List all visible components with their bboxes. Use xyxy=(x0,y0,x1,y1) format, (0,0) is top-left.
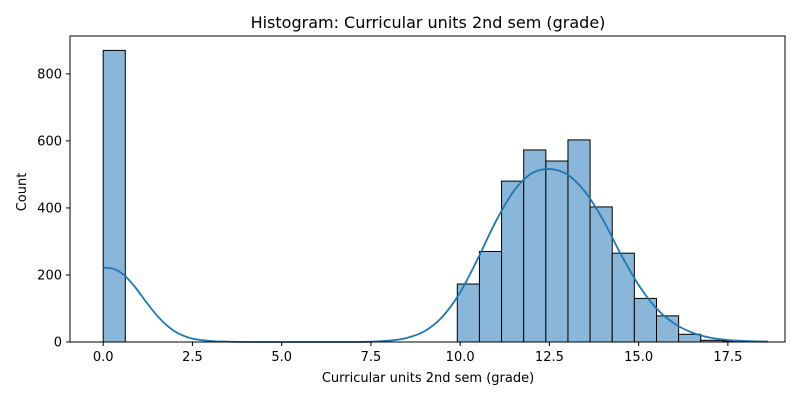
bars-layer xyxy=(102,49,768,343)
x-tick-label-0: 0.0 xyxy=(93,350,114,365)
histogram-bar-5 xyxy=(545,160,569,343)
y-tick-label-0: 0 xyxy=(54,336,62,351)
chart-title: Histogram: Curricular units 2nd sem (gra… xyxy=(251,13,606,32)
histogram-bar-2 xyxy=(478,251,503,343)
y-axis-ticks: 0 200 400 600 800 xyxy=(37,67,70,351)
y-tick-label-4: 800 xyxy=(37,67,62,82)
plot-frame xyxy=(69,35,786,343)
y-tick-label-2: 400 xyxy=(37,201,62,216)
y-tick-label-3: 600 xyxy=(37,134,62,149)
histogram-bar-6 xyxy=(567,139,591,343)
x-axis-ticks: 0.0 2.5 5.0 7.5 10.0 12.5 15.0 17.5 xyxy=(93,342,742,365)
histogram-bar-7 xyxy=(589,206,613,343)
x-tick-label-1: 2.5 xyxy=(182,350,203,365)
x-tick-label-5: 12.5 xyxy=(535,350,564,365)
histogram-bar-8 xyxy=(611,252,635,343)
histogram-bar-10 xyxy=(655,315,680,343)
x-tick-label-7: 17.5 xyxy=(713,350,742,365)
x-tick-label-3: 7.5 xyxy=(361,350,382,365)
kde-line xyxy=(103,168,768,343)
y-axis-label: Count xyxy=(15,173,30,212)
y-tick-label-1: 200 xyxy=(37,268,62,283)
x-axis-label: Curricular units 2nd sem (grade) xyxy=(322,371,534,386)
histogram-bar-4 xyxy=(523,149,547,343)
x-tick-label-6: 15.0 xyxy=(624,350,653,365)
histogram-bar-0 xyxy=(102,49,126,343)
x-tick-label-4: 10.0 xyxy=(446,350,475,365)
histogram-bar-11 xyxy=(678,333,702,343)
x-tick-label-2: 5.0 xyxy=(271,350,292,365)
